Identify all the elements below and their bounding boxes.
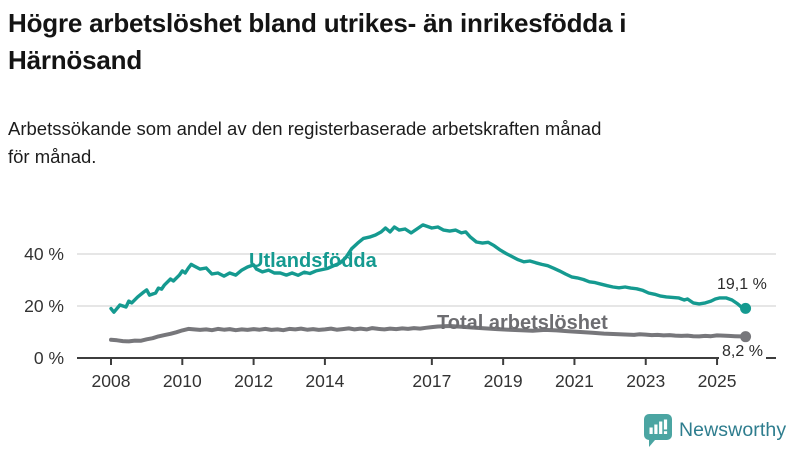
series-line-utlandsfodda [109, 223, 748, 314]
x-tick-label-2010: 2010 [163, 371, 202, 391]
x-tick-label-2023: 2023 [626, 371, 665, 391]
x-tick-label-2017: 2017 [412, 371, 451, 391]
series-end-dot-utlandsfodda [740, 302, 752, 314]
logo-bar-short [649, 427, 653, 434]
x-tick-label-2025: 2025 [698, 371, 737, 391]
page-title-line-2: Härnösand [8, 45, 143, 75]
x-tick-label-2021: 2021 [555, 371, 594, 391]
chart-subtitle-line-1: Arbetssökande som andel av den registerb… [8, 118, 602, 139]
x-tick-label-2012: 2012 [234, 371, 273, 391]
x-tick-label-2019: 2019 [484, 371, 523, 391]
end-value-label-total: 8,2 % [719, 343, 766, 361]
series-end-dot-total [740, 331, 752, 343]
series-label-utlandsfodda: Utlandsfödda [249, 250, 377, 272]
logo-exclamation-dot [663, 431, 668, 434]
newsworthy-logo: Newsworthy [644, 414, 786, 447]
logo-bar-tall [659, 421, 663, 434]
page-title-line-1: Högre arbetslöshet bland utrikes- än inr… [8, 8, 627, 38]
logo-exclamation-bar [663, 419, 668, 430]
chart-subtitle: Arbetssökande som andel av den registerb… [8, 115, 792, 171]
series-line-total [109, 324, 748, 344]
end-value-label-utlandsfodda: 19,1 % [717, 276, 767, 293]
x-tick-label-2008: 2008 [92, 371, 131, 391]
y-tick-label-0: 0 % [34, 348, 64, 368]
y-tick-label-40: 40 % [24, 244, 64, 264]
page-title: Högre arbetslöshet bland utrikes- än inr… [8, 5, 792, 79]
series-label-total-arbetsloshet: Total arbetslöshet [437, 312, 608, 334]
chart-subtitle-line-2: för månad. [8, 146, 97, 167]
newsworthy-logo-text: Newsworthy [679, 419, 787, 441]
y-tick-label-20: 20 % [24, 296, 64, 316]
logo-bar-medium [654, 424, 658, 434]
x-tick-label-2014: 2014 [305, 371, 344, 391]
newsworthy-logo-icon [644, 414, 672, 447]
